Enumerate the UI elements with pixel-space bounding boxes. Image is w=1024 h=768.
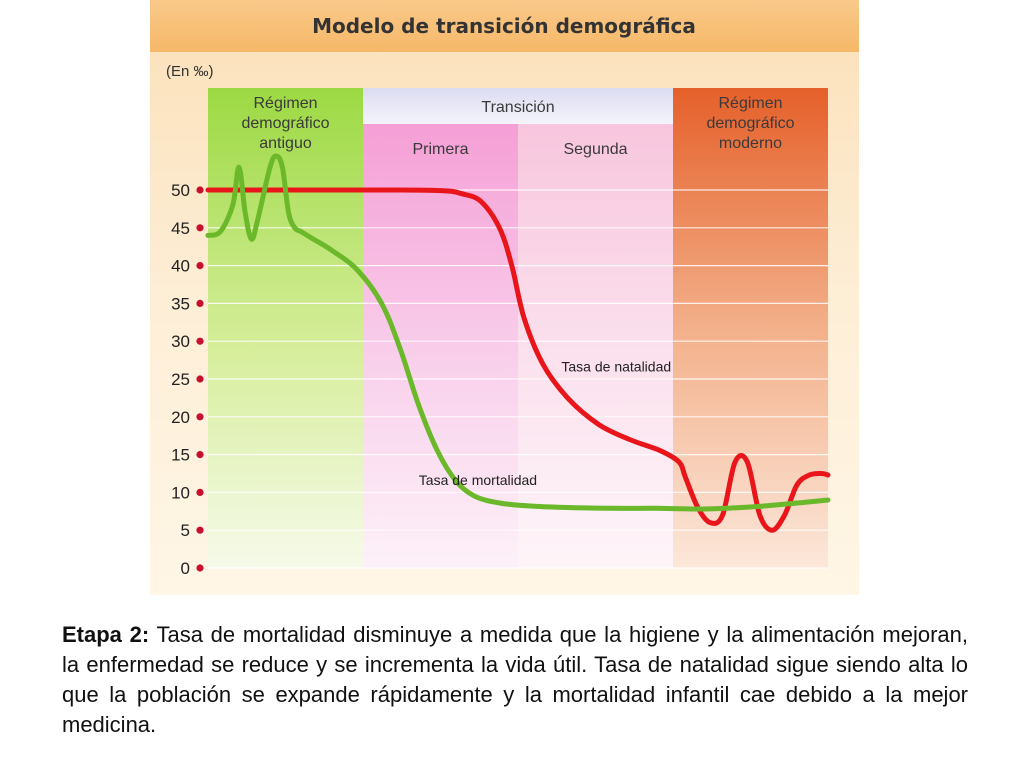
y-tick-dot [196,564,204,572]
transition-band [363,88,673,124]
phase-label: Régimen [253,95,317,112]
phase-band-segunda [518,124,673,568]
y-tick-dot [196,262,204,270]
y-tick-label: 40 [171,257,190,276]
y-tick-dot [196,299,204,307]
y-tick-label: 50 [171,181,190,200]
y-tick-label: 20 [171,408,190,427]
series-line-tasa-de-natalidad [205,187,831,533]
chart-title: Modelo de transición demográfica [312,14,696,38]
y-tick-dot [196,488,204,496]
phase-band-regimen-demografico-antiguo [208,88,363,568]
annotation-tasa-de-mortalidad: Tasa de mortalidad [419,472,537,488]
y-tick-label: 25 [171,370,190,389]
annotation-tasa-de-natalidad: Tasa de natalidad [561,358,671,374]
demographic-transition-chart: Modelo de transición demográfica (En ‰) … [150,0,859,595]
phase-band-regimen-demografico-moderno [673,88,828,568]
y-tick-dot [196,337,204,345]
y-tick-dot [196,526,204,534]
phase-label: Régimen [718,95,782,112]
phase-band-primera [363,124,518,568]
y-tick-label: 45 [171,219,190,238]
y-axis-unit-label: (En ‰) [166,63,214,80]
y-tick-label: 15 [171,446,190,465]
title-band [150,0,859,52]
phase-label: moderno [719,135,782,152]
y-tick-dot [196,224,204,232]
y-tick-dot [196,413,204,421]
phase-label: demográfico [706,115,794,132]
phase-label: antiguo [259,135,312,152]
y-tick-label: 35 [171,294,190,313]
y-tick-label: 0 [181,559,190,578]
y-tick-dot [196,186,204,194]
y-tick-label: 10 [171,483,190,502]
y-tick-dot [196,451,204,459]
phase-label: Segunda [563,141,627,158]
caption-text: Tasa de mortalidad disminuye a medida qu… [62,622,968,737]
caption-stage-label: Etapa 2: [62,622,150,647]
series-line-tasa-de-mortalidad [205,153,831,512]
y-tick-dot [196,375,204,383]
y-tick-label: 30 [171,332,190,351]
caption: Etapa 2: Tasa de mortalidad disminuye a … [62,620,968,740]
transition-label: Transición [481,99,554,116]
phase-label: demográfico [241,115,329,132]
chart-figure: Modelo de transición demográfica (En ‰) … [150,0,859,595]
phase-label: Primera [412,141,468,158]
y-tick-label: 5 [181,521,190,540]
